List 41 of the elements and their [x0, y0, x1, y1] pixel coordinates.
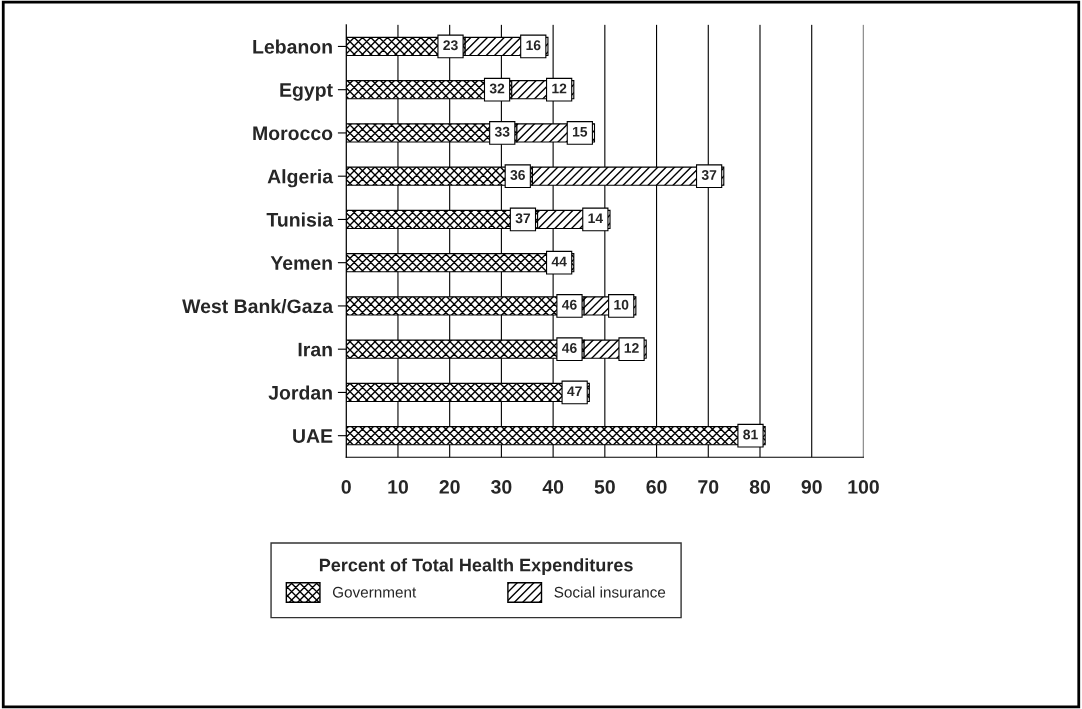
data-label: 46 [561, 299, 577, 310]
data-label: 44 [551, 256, 567, 267]
x-tick-label: 70 [698, 480, 719, 494]
y-tick-label: Lebanon [253, 39, 332, 54]
x-tick-label: 40 [542, 480, 564, 494]
data-label: 10 [614, 299, 629, 310]
data-label: 32 [489, 83, 505, 94]
data-label: 37 [515, 213, 531, 224]
data-label: 33 [494, 126, 510, 137]
x-tick-label: 80 [749, 480, 771, 494]
x-tick-label: 10 [388, 480, 408, 494]
legend-label: Government [332, 586, 417, 598]
data-label: 12 [552, 83, 567, 94]
data-label: 81 [743, 429, 758, 440]
data-label: 12 [624, 343, 639, 353]
data-label: 47 [567, 386, 582, 397]
x-tick-label: 50 [594, 480, 615, 494]
y-tick-label: Egypt [280, 83, 333, 101]
y-tick-label: Jordan [268, 385, 332, 400]
data-label: 23 [443, 40, 458, 51]
y-tick-label: Tunisia [266, 212, 334, 227]
y-tick-label: Yemen [270, 256, 332, 270]
data-label: 46 [561, 343, 577, 353]
data-label: 15 [572, 126, 588, 137]
y-tick-label: West Bank/Gaza [182, 298, 334, 314]
x-tick-label: 60 [646, 480, 667, 494]
legend-label: Social insurance [554, 586, 666, 598]
y-tick-label: Algeria [267, 169, 334, 188]
data-label: 37 [701, 170, 717, 180]
data-label: 36 [510, 170, 525, 180]
y-tick-label: Morocco [253, 126, 333, 141]
x-tick-label: 30 [491, 480, 512, 494]
x-tick-label: 100 [848, 480, 879, 494]
y-tick-label: Iran [298, 342, 332, 357]
data-label: 16 [526, 40, 541, 51]
x-tick-label: 90 [801, 480, 822, 494]
legend-title: Percent of Total Health Expenditures [319, 558, 633, 576]
x-tick-label: 0 [341, 480, 351, 494]
y-tick-label: UAE [293, 429, 333, 443]
data-label: 14 [588, 213, 603, 224]
x-tick-label: 20 [439, 480, 460, 494]
